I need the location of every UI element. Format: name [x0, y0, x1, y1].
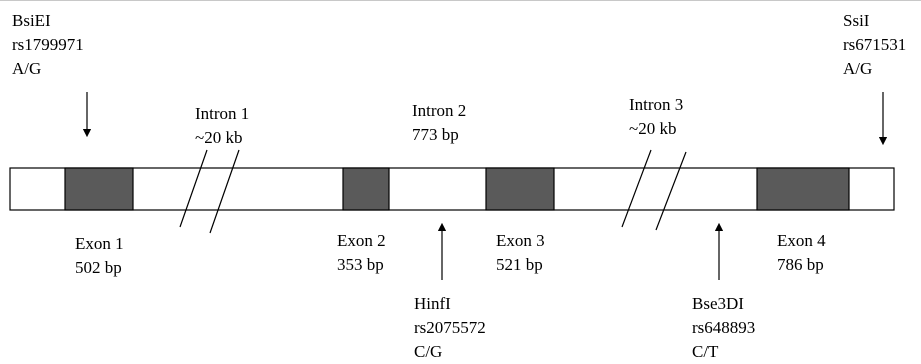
alleles: C/G	[414, 342, 443, 361]
exon-3-box	[485, 167, 555, 211]
exon-3-label: Exon 3 521 bp	[496, 229, 545, 277]
exon-name: Exon 4	[777, 231, 826, 250]
snp-label-ssii: SsiI rs671531 A/G	[843, 9, 906, 81]
intron-size: 773 bp	[412, 125, 459, 144]
intron-3-break-right	[655, 151, 687, 231]
snp-id: rs2075572	[414, 318, 486, 337]
top-border	[0, 0, 921, 1]
intron-3-break-left	[621, 149, 652, 228]
enzyme-name: BsiEI	[12, 11, 51, 30]
exon-size: 521 bp	[496, 255, 543, 274]
intron-size: ~20 kb	[195, 128, 243, 147]
enzyme-name: Bse3DI	[692, 294, 744, 313]
alleles: A/G	[12, 59, 42, 78]
exon-size: 502 bp	[75, 258, 122, 277]
snp-label-bsiei: BsiEI rs1799971 A/G	[12, 9, 84, 81]
intron-2-label: Intron 2 773 bp	[412, 99, 466, 147]
intron-3-label: Intron 3 ~20 kb	[629, 93, 683, 141]
intron-name: Intron 1	[195, 104, 250, 123]
intron-name: Intron 3	[629, 95, 684, 114]
enzyme-name: HinfI	[414, 294, 451, 313]
snp-id: rs671531	[843, 35, 907, 54]
intron-size: ~20 kb	[629, 119, 677, 138]
intron-1-break-right	[209, 149, 240, 234]
snp-label-bse3di: Bse3DI rs648893 C/T	[692, 292, 755, 364]
exon-1-box	[64, 167, 134, 211]
exon-size: 353 bp	[337, 255, 384, 274]
intron-name: Intron 2	[412, 101, 467, 120]
exon-4-label: Exon 4 786 bp	[777, 229, 826, 277]
snp-id: rs1799971	[12, 35, 84, 54]
exon-1-label: Exon 1 502 bp	[75, 232, 124, 280]
intron-1-label: Intron 1 ~20 kb	[195, 102, 249, 150]
intron-1-break-left	[179, 149, 208, 228]
exon-name: Exon 2	[337, 231, 386, 250]
exon-2-box	[342, 167, 390, 211]
exon-2-label: Exon 2 353 bp	[337, 229, 386, 277]
gene-bar	[9, 167, 895, 211]
exon-name: Exon 3	[496, 231, 545, 250]
exon-4-box	[756, 167, 850, 211]
snp-id: rs648893	[692, 318, 756, 337]
alleles: A/G	[843, 59, 873, 78]
exon-name: Exon 1	[75, 234, 124, 253]
exon-size: 786 bp	[777, 255, 824, 274]
snp-label-hinfi: HinfI rs2075572 C/G	[414, 292, 486, 364]
alleles: C/T	[692, 342, 719, 361]
enzyme-name: SsiI	[843, 11, 870, 30]
